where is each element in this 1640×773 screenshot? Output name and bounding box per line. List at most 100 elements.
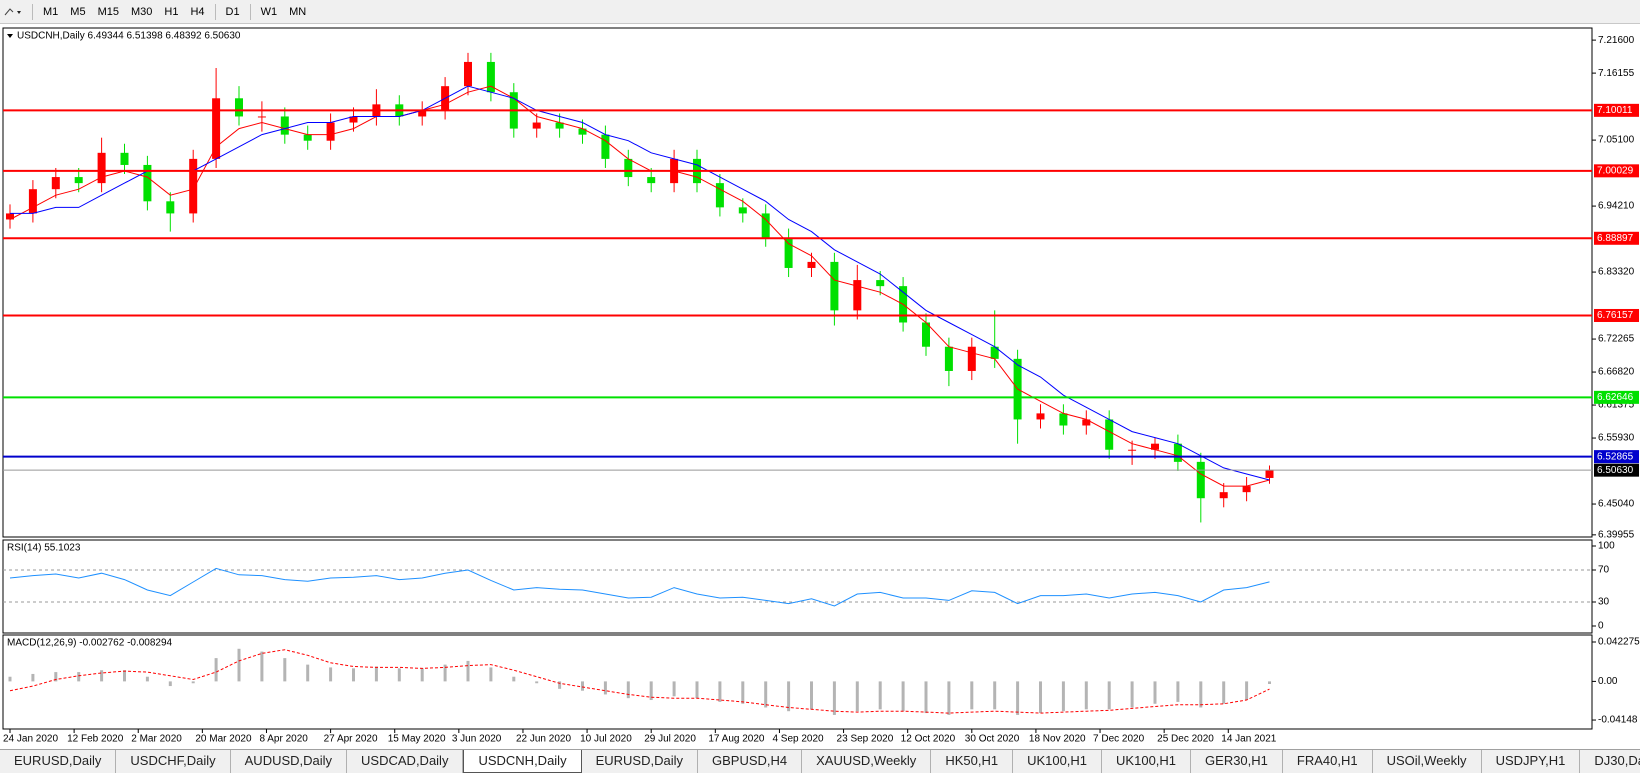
chart-tab[interactable]: USDCHF,Daily bbox=[116, 750, 231, 773]
x-tick-label: 23 Sep 2020 bbox=[837, 734, 894, 745]
x-tick-label: 10 Jul 2020 bbox=[580, 734, 632, 745]
chart-tab[interactable]: XAUUSD,Weekly bbox=[802, 750, 932, 773]
candle-body bbox=[830, 261, 839, 311]
x-tick-label: 27 Apr 2020 bbox=[324, 734, 378, 745]
y-tick-label: 0.00 bbox=[1598, 676, 1618, 687]
candle-body bbox=[326, 122, 335, 141]
candle-body bbox=[990, 346, 999, 359]
timeframe-button[interactable]: H4 bbox=[190, 5, 205, 18]
menu-triangle bbox=[7, 34, 13, 38]
candle-body bbox=[1219, 492, 1228, 499]
y-tick-label: 6.39955 bbox=[1598, 529, 1635, 540]
y-tick-label: 70 bbox=[1598, 565, 1610, 576]
y-tick-label: 7.21600 bbox=[1598, 35, 1635, 46]
candle-body bbox=[418, 110, 427, 117]
price-label: 7.10011 bbox=[1597, 105, 1633, 116]
price-label-box bbox=[1594, 463, 1639, 477]
chart-tab[interactable]: EURUSD,Daily bbox=[0, 750, 117, 773]
candle-body bbox=[738, 207, 747, 214]
candle-body bbox=[1151, 443, 1159, 450]
timeframe-button[interactable]: H1 bbox=[164, 5, 179, 18]
panel-frame bbox=[2, 27, 1593, 538]
candle-body bbox=[74, 177, 83, 184]
candle-body bbox=[624, 158, 633, 178]
x-tick-label: 22 Jun 2020 bbox=[516, 734, 571, 745]
chart-tab[interactable]: USDCAD,Daily bbox=[347, 750, 464, 773]
price-label: 7.00029 bbox=[1597, 165, 1634, 176]
x-tick-label: 17 Aug 2020 bbox=[708, 734, 765, 745]
candle-body bbox=[166, 201, 175, 214]
chart-tab[interactable]: USOil,Weekly bbox=[1373, 750, 1482, 773]
timeframe-button[interactable]: D1 bbox=[225, 5, 240, 18]
chart-tab[interactable]: GER30,H1 bbox=[1191, 750, 1283, 773]
candle-body bbox=[280, 116, 289, 135]
chart-tab[interactable]: UK100,H1 bbox=[1013, 750, 1103, 773]
price-label: 6.76157 bbox=[1597, 310, 1634, 321]
price-label-box bbox=[1594, 450, 1639, 464]
candle-body bbox=[1105, 419, 1114, 450]
candle-body bbox=[1059, 413, 1068, 426]
timeframe-button[interactable]: M15 bbox=[97, 5, 119, 18]
timeframe-button[interactable]: W1 bbox=[260, 5, 278, 18]
timeframe-button[interactable]: M5 bbox=[70, 5, 86, 18]
candle-body bbox=[303, 134, 312, 141]
candle-body bbox=[1265, 470, 1274, 478]
x-tick-label: 30 Oct 2020 bbox=[965, 734, 1020, 745]
candle-body bbox=[51, 177, 60, 190]
chart: USDCNH,Daily 6.49344 6.51398 6.48392 6.5… bbox=[2, 27, 1640, 745]
panel-title: MACD(12,26,9) -0.002762 -0.008294 bbox=[7, 638, 173, 649]
y-tick-label: 30 bbox=[1598, 597, 1610, 608]
candle-body bbox=[143, 164, 152, 202]
candle-body bbox=[967, 346, 976, 371]
chart-tab[interactable]: GBPUSD,H4 bbox=[698, 750, 803, 773]
price-label: 6.88897 bbox=[1597, 233, 1634, 244]
x-tick-label: 12 Oct 2020 bbox=[901, 734, 956, 745]
y-tick-label: 0.042275 bbox=[1598, 637, 1640, 648]
candle-body bbox=[1173, 443, 1182, 462]
x-tick-label: 3 Jun 2020 bbox=[452, 734, 502, 745]
price-label: 6.52865 bbox=[1597, 451, 1634, 462]
chart-tab[interactable]: USDCNH,Daily bbox=[463, 750, 582, 773]
x-tick-label: 15 May 2020 bbox=[388, 734, 446, 745]
price-label-box bbox=[1594, 231, 1639, 245]
y-tick-label: 6.61375 bbox=[1598, 400, 1635, 411]
candle-body bbox=[532, 122, 541, 129]
toolbar-icon[interactable] bbox=[0, 1, 28, 23]
y-tick-label: -0.04148 bbox=[1598, 715, 1638, 726]
x-tick-label: 8 Apr 2020 bbox=[259, 734, 308, 745]
candle-body bbox=[486, 61, 495, 93]
chart-tab[interactable]: HK50,H1 bbox=[931, 750, 1014, 773]
price-label-box bbox=[1594, 164, 1639, 178]
y-tick-label: 100 bbox=[1598, 541, 1615, 552]
timeframe-button[interactable]: M30 bbox=[130, 5, 153, 18]
candle-body bbox=[120, 152, 129, 165]
panel-frame bbox=[2, 539, 1593, 634]
candle-body bbox=[944, 346, 953, 371]
toolbar: M1 M5 M15 M30 H1 H4 D1 W1 MN bbox=[0, 0, 1640, 24]
x-tick-label: 25 Dec 2020 bbox=[1157, 734, 1214, 745]
candle-body bbox=[6, 213, 14, 220]
panel-title: RSI(14) 55.1023 bbox=[7, 543, 81, 554]
chart-tab[interactable]: USDJPY,H1 bbox=[1482, 750, 1581, 773]
separator bbox=[214, 3, 216, 20]
candle-body bbox=[1196, 461, 1205, 499]
chart-tab[interactable]: AUDUSD,Daily bbox=[231, 750, 348, 773]
chart-tab[interactable]: FRA40,H1 bbox=[1283, 750, 1373, 773]
price-label-box bbox=[1594, 390, 1639, 404]
panel-frame bbox=[2, 634, 1593, 730]
price-label-box bbox=[1594, 103, 1639, 117]
x-tick-label: 24 Jan 2020 bbox=[3, 734, 58, 745]
chart-tab[interactable]: EURUSD,Daily bbox=[582, 750, 698, 773]
candle-body bbox=[715, 183, 724, 208]
x-tick-label: 7 Dec 2020 bbox=[1093, 734, 1145, 745]
candle-body bbox=[97, 152, 106, 184]
timeframe-button[interactable]: MN bbox=[289, 5, 307, 18]
chart-tab[interactable]: DJ30,Daily bbox=[1580, 750, 1640, 773]
chart-tab[interactable]: UK100,H1 bbox=[1102, 750, 1192, 773]
candle-body bbox=[1128, 449, 1137, 451]
y-tick-label: 6.66820 bbox=[1598, 367, 1635, 378]
candle-body bbox=[349, 116, 358, 123]
candle-body bbox=[1036, 413, 1045, 420]
timeframe-button[interactable]: M1 bbox=[43, 5, 59, 18]
y-tick-label: 7.16155 bbox=[1598, 68, 1635, 79]
